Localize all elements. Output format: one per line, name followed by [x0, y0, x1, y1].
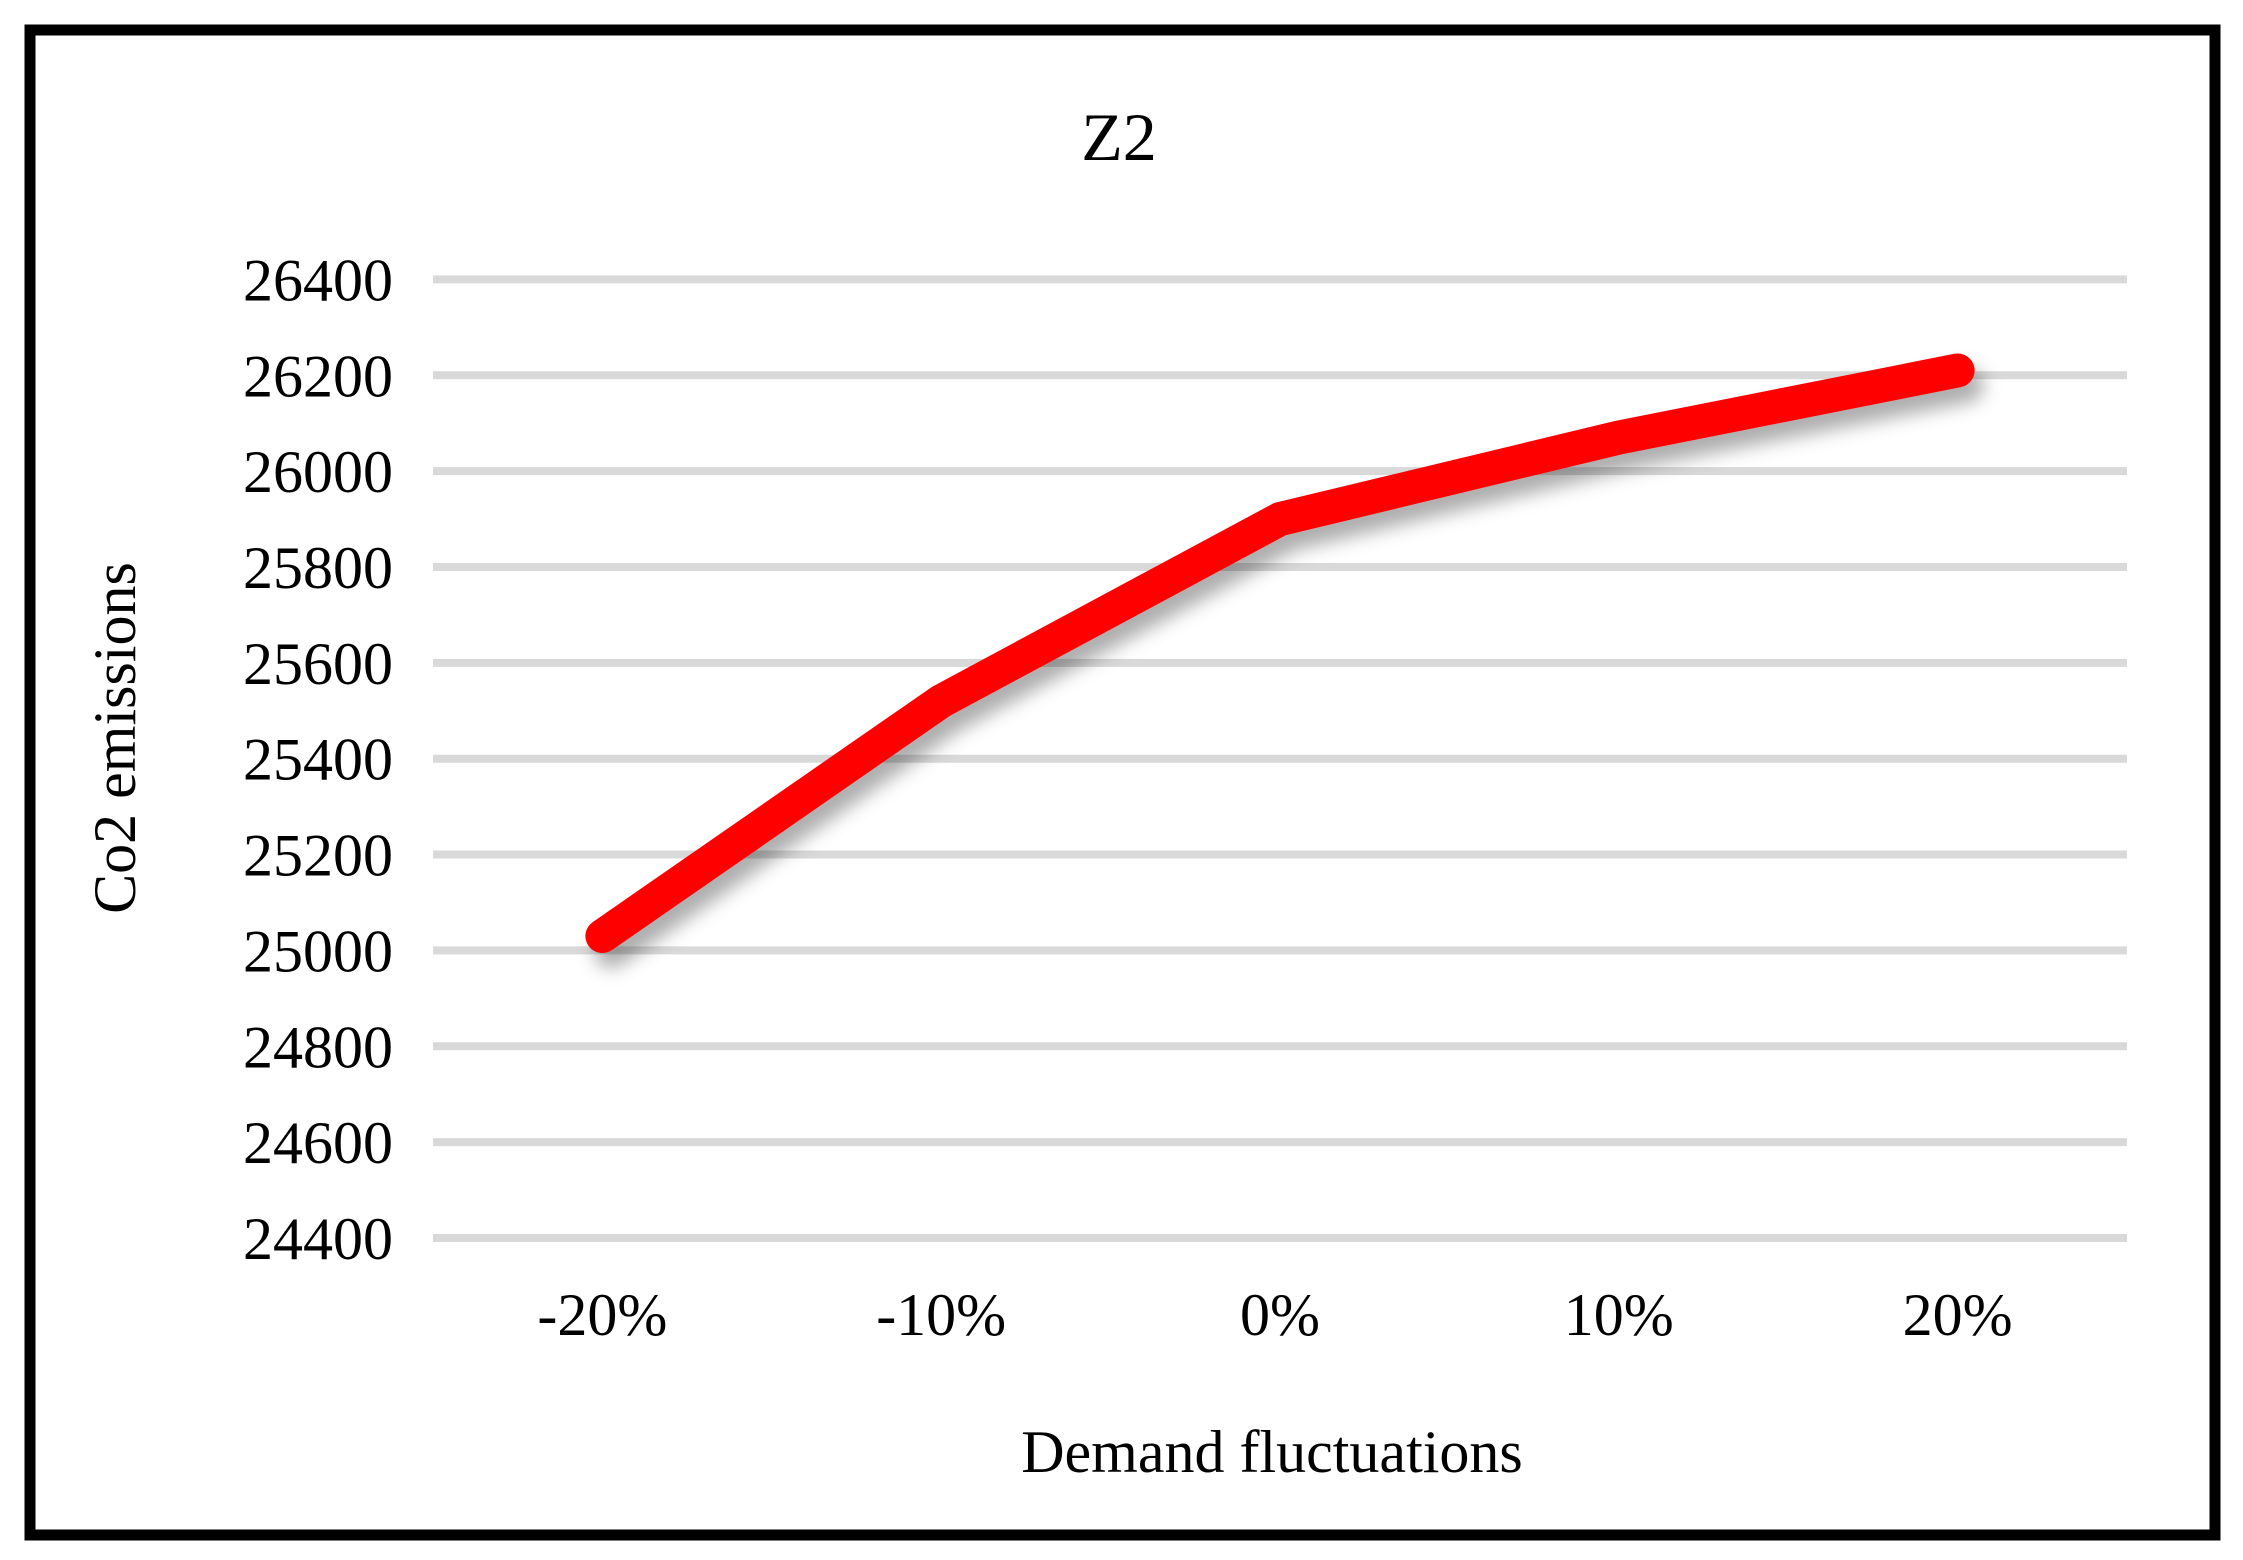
x-tick-label: -10%: [876, 1282, 1006, 1348]
y-tick-label: 26200: [243, 343, 393, 409]
y-axis-tick-labels: 24400 24600 24800 25000 25200 25400 25600 25800…: [243, 247, 393, 1272]
series-group: [585, 353, 1975, 954]
x-tick-label: 0%: [1240, 1282, 1320, 1348]
y-tick-label: 25000: [243, 918, 393, 984]
x-axis-tick-labels: -20% -10% 0% 10% 20%: [537, 1282, 2012, 1348]
y-tick-label: 25400: [243, 727, 393, 793]
y-tick-label: 24600: [243, 1110, 393, 1176]
y-tick-label: 25800: [243, 535, 393, 601]
y-axis-title: Co2 emissions: [82, 562, 148, 914]
y-tick-label: 26400: [243, 247, 393, 313]
x-tick-label: 20%: [1903, 1282, 2013, 1348]
x-tick-label: 10%: [1564, 1282, 1674, 1348]
series-line: [585, 353, 1975, 954]
y-tick-label: 25600: [243, 631, 393, 697]
chart-border: [24, 24, 2221, 1541]
y-tick-label: 26000: [243, 439, 393, 505]
x-axis-title: Demand fluctuations: [1021, 1419, 1523, 1485]
y-tick-label: 24400: [243, 1206, 393, 1272]
y-tick-label: 24800: [243, 1014, 393, 1080]
x-tick-label: -20%: [537, 1282, 667, 1348]
chart-title: Z2: [1081, 99, 1157, 175]
gridlines: [433, 275, 2127, 1242]
y-tick-label: 25200: [243, 823, 393, 889]
